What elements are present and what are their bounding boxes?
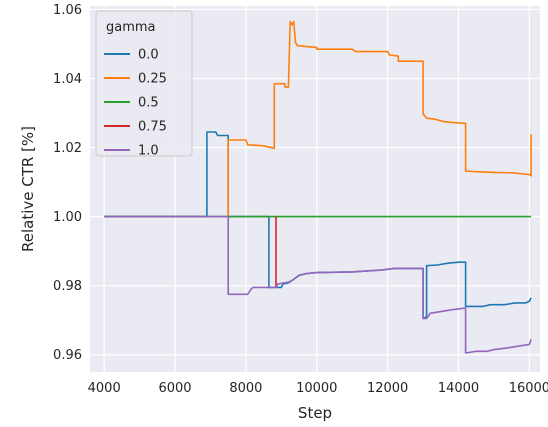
x-tick-label: 12000 [367, 381, 408, 396]
y-tick-label: 0.98 [53, 279, 82, 294]
y-tick-label: 1.02 [53, 141, 82, 156]
x-tick-labels: 4000 6000 8000 10000 12000 14000 16000 [88, 381, 548, 396]
legend-entry-label: 0.0 [138, 48, 159, 63]
y-tick-label: 0.96 [53, 348, 82, 363]
x-tick-label: 8000 [229, 381, 262, 396]
legend-items: 0.0 0.25 0.5 0.75 1.0 [104, 48, 167, 159]
legend-entry-label: 1.0 [138, 144, 159, 159]
x-axis-title: Step [298, 404, 332, 422]
legend-entry-label: 0.25 [138, 72, 167, 87]
y-tick-label: 1.00 [53, 210, 82, 225]
legend-entry-label: 0.75 [138, 120, 167, 135]
legend: gamma 0.0 0.25 0.5 0.75 1.0 [95, 10, 193, 159]
x-tick-label: 14000 [438, 381, 479, 396]
series-line [104, 215, 532, 354]
legend-title: gamma [106, 20, 156, 35]
series-line [227, 20, 532, 217]
y-axis-title: Relative CTR [%] [19, 126, 37, 252]
x-tick-label: 16000 [509, 381, 548, 396]
series-layer [104, 20, 532, 354]
x-tick-label: 10000 [296, 381, 337, 396]
legend-entry-label: 0.5 [138, 96, 159, 111]
legend-box [95, 10, 193, 157]
x-tick-label: 6000 [158, 381, 191, 396]
y-tick-label: 1.04 [53, 72, 82, 87]
y-tick-labels: 0.96 0.98 1.00 1.02 1.04 1.06 [53, 3, 82, 363]
x-tick-label: 4000 [88, 381, 121, 396]
y-tick-label: 1.06 [53, 3, 82, 18]
